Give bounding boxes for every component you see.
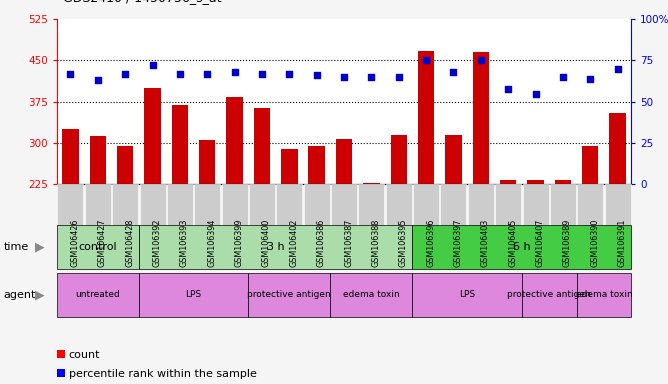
Bar [199,140,216,184]
Point [202,71,212,77]
Bar [336,139,352,184]
Bar [609,113,626,184]
Point [174,71,185,77]
Text: 6 h: 6 h [513,242,530,252]
Bar [582,146,599,184]
Bar [90,136,106,184]
Point [120,71,130,77]
Text: GSM106405: GSM106405 [508,218,517,267]
Text: GSM106396: GSM106396 [426,218,435,267]
Bar [144,88,161,184]
Text: GSM106391: GSM106391 [618,218,627,267]
Point [613,66,623,72]
Text: protective antigen: protective antigen [247,290,331,299]
Point [339,74,349,80]
Bar [418,51,434,184]
Point [229,69,240,75]
Text: LPS: LPS [459,290,475,299]
Text: ▶: ▶ [35,240,44,253]
Text: time: time [3,242,29,252]
Text: protective antigen: protective antigen [507,290,591,299]
Text: GSM106428: GSM106428 [125,218,134,267]
Text: GDS2410 / 1450756_s_at: GDS2410 / 1450756_s_at [63,0,222,4]
Text: GSM106394: GSM106394 [207,218,216,267]
Text: percentile rank within the sample: percentile rank within the sample [69,369,257,379]
Bar [472,52,489,184]
Text: GSM106400: GSM106400 [262,218,271,267]
Text: GSM106407: GSM106407 [536,218,544,267]
Text: GSM106389: GSM106389 [563,218,572,267]
Point [311,72,322,78]
Bar [500,180,516,184]
Point [448,69,459,75]
Bar [254,108,270,184]
Bar [554,180,571,184]
Text: ▶: ▶ [35,288,44,301]
Text: edema toxin: edema toxin [343,290,399,299]
Text: GSM106399: GSM106399 [234,218,244,267]
Bar [281,149,297,184]
Point [366,74,377,80]
Text: agent: agent [3,290,35,300]
Text: GSM106392: GSM106392 [152,218,162,267]
Point [257,71,267,77]
Text: GSM106403: GSM106403 [481,218,490,267]
Point [585,76,596,82]
Bar [309,146,325,184]
Text: control: control [79,242,117,252]
Bar [446,135,462,184]
Text: GSM106393: GSM106393 [180,218,189,267]
Bar [363,183,379,184]
Point [92,77,103,83]
Text: GSM106427: GSM106427 [98,218,107,267]
Point [503,86,514,92]
Text: edema toxin: edema toxin [576,290,633,299]
Text: GSM106387: GSM106387 [344,218,353,267]
Point [284,71,295,77]
Text: LPS: LPS [186,290,202,299]
Bar [172,104,188,184]
Bar [226,98,242,184]
Point [393,74,404,80]
Point [421,58,432,64]
Text: GSM106402: GSM106402 [289,218,299,267]
Point [558,74,568,80]
Text: GSM106390: GSM106390 [591,218,599,267]
Text: GSM106388: GSM106388 [371,218,380,267]
Text: untreated: untreated [75,290,120,299]
Bar [117,146,134,184]
Bar [62,129,79,184]
Bar [527,180,544,184]
Bar [391,135,407,184]
Point [476,58,486,64]
Text: GSM106395: GSM106395 [399,218,407,267]
Point [530,91,541,97]
Text: GSM106386: GSM106386 [317,218,326,267]
Text: 3 h: 3 h [267,242,285,252]
Text: GSM106397: GSM106397 [454,218,462,267]
Text: count: count [69,350,100,360]
Point [65,71,75,77]
Point [147,62,158,68]
Text: GSM106426: GSM106426 [70,218,79,267]
